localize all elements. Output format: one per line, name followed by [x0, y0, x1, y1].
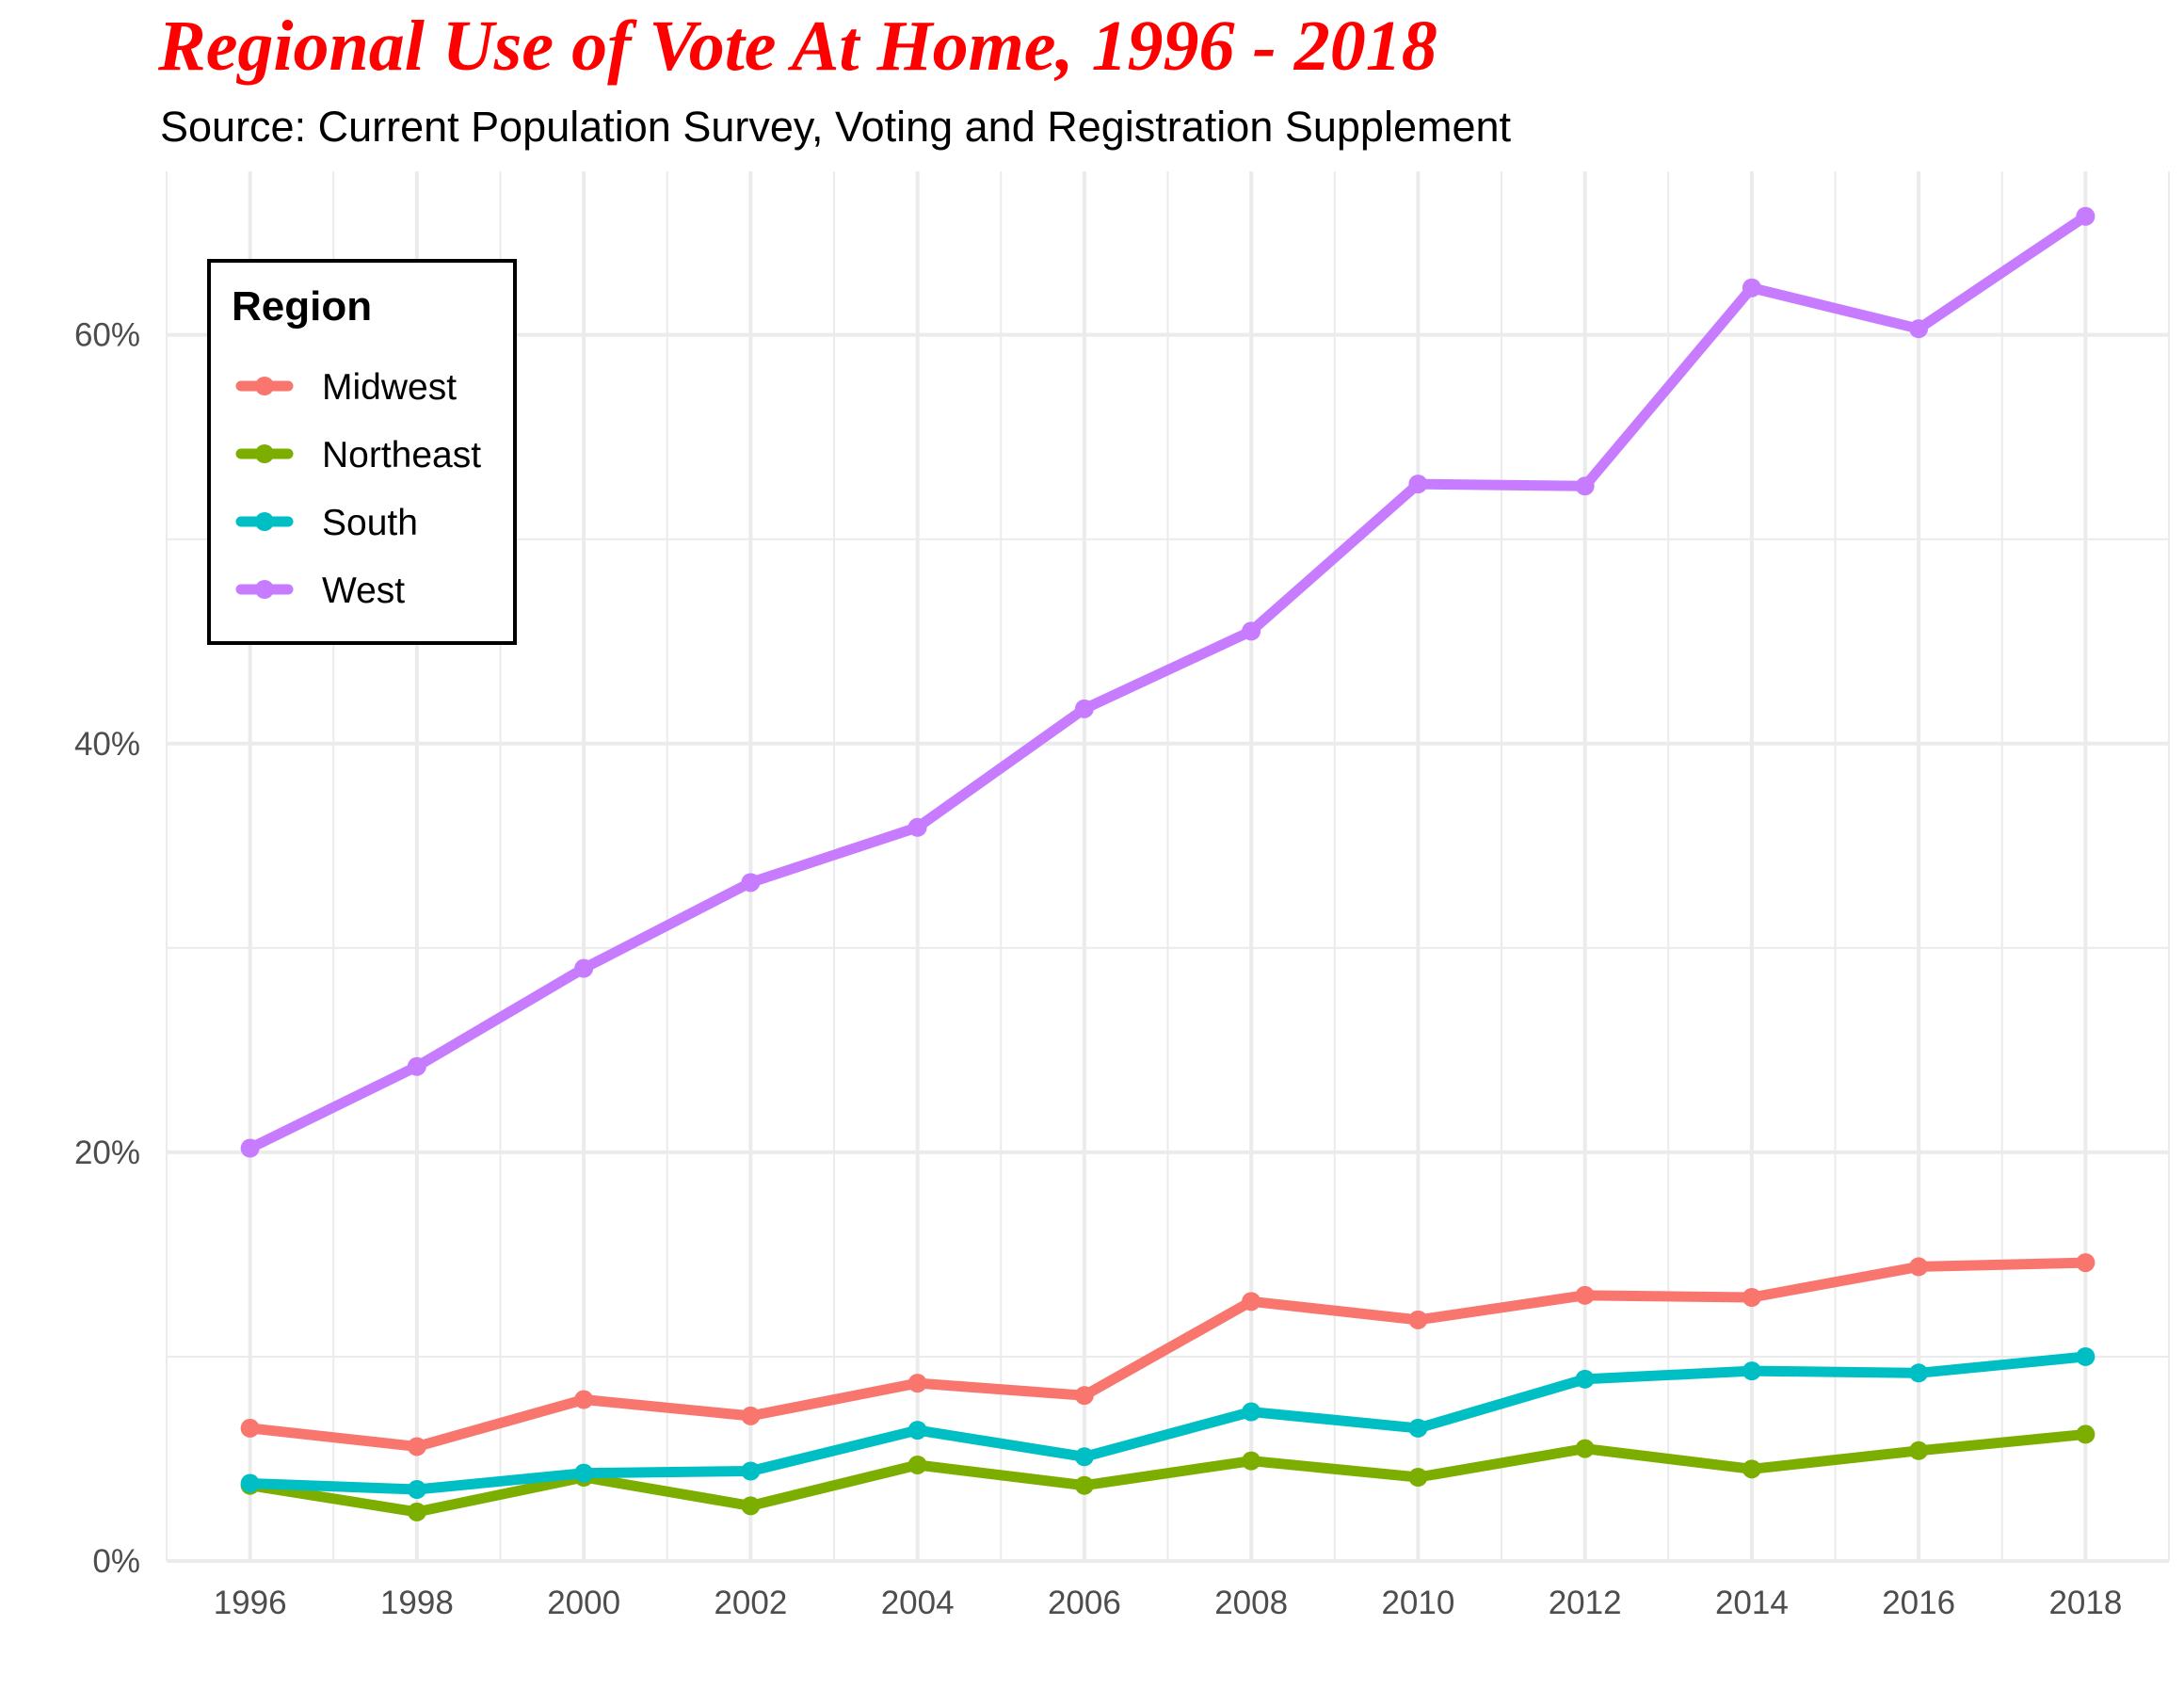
chart-subtitle: Source: Current Population Survey, Votin… — [160, 103, 1512, 151]
data-point-west — [741, 873, 761, 893]
data-point-south — [907, 1421, 927, 1441]
y-axis-ticks: 0% 20% 40% 60% — [74, 317, 140, 1580]
data-point-south — [407, 1480, 426, 1500]
y-tick-label: 0% — [92, 1543, 140, 1580]
data-point-midwest — [907, 1374, 927, 1393]
data-point-south — [1742, 1361, 1761, 1381]
x-axis-ticks: 1996 1998 2000 2002 2004 2006 2008 2010 2012 2014… — [214, 1585, 2123, 1621]
data-point-midwest — [1074, 1386, 1094, 1406]
data-point-west — [1909, 319, 1929, 339]
data-point-midwest — [1742, 1287, 1761, 1307]
data-point-northeast — [1242, 1451, 1261, 1471]
data-point-south — [240, 1473, 260, 1493]
data-point-midwest — [240, 1418, 260, 1438]
data-point-south — [574, 1463, 594, 1483]
x-tick-label: 2008 — [1214, 1585, 1288, 1621]
y-tick-label: 60% — [74, 317, 140, 354]
series-midwest — [240, 1253, 2096, 1457]
data-point-midwest — [407, 1437, 426, 1457]
x-tick-label: 2012 — [1549, 1585, 1622, 1621]
data-point-midwest — [741, 1406, 761, 1425]
legend-title: Region — [232, 283, 372, 330]
x-tick-label: 2016 — [1882, 1585, 1955, 1621]
data-point-south — [1408, 1418, 1428, 1438]
data-point-west — [407, 1056, 426, 1076]
data-point-northeast — [1909, 1441, 1929, 1460]
data-point-midwest — [1242, 1292, 1261, 1312]
data-point-west — [1575, 476, 1595, 496]
data-point-northeast — [1575, 1439, 1595, 1458]
series-line-northeast — [245, 1428, 2091, 1518]
data-point-south — [741, 1461, 761, 1481]
data-point-northeast — [2076, 1424, 2096, 1444]
data-point-west — [574, 958, 594, 978]
data-point-west — [2076, 206, 2096, 226]
x-tick-label: 2010 — [1381, 1585, 1454, 1621]
data-point-midwest — [1909, 1257, 1929, 1277]
x-tick-label: 2006 — [1048, 1585, 1121, 1621]
data-point-northeast — [407, 1502, 426, 1521]
data-point-south — [1242, 1402, 1261, 1422]
data-point-south — [1909, 1363, 1929, 1383]
legend-item-west: West — [235, 571, 405, 611]
chart-title: Regional Use of Vote At Home, 1996 - 201… — [158, 7, 1437, 86]
series-west — [240, 206, 2096, 1158]
data-point-northeast — [1074, 1475, 1094, 1495]
data-point-midwest — [1408, 1310, 1428, 1329]
data-point-south — [1575, 1369, 1595, 1389]
data-point-west — [1074, 699, 1094, 718]
x-tick-label: 1998 — [380, 1585, 454, 1621]
data-point-west — [1742, 278, 1761, 298]
legend-label: South — [322, 503, 418, 543]
data-point-northeast — [1408, 1468, 1428, 1488]
series-line-south — [245, 1351, 2091, 1495]
data-point-northeast — [741, 1496, 761, 1516]
legend-key-point — [255, 580, 274, 599]
data-point-northeast — [1742, 1459, 1761, 1479]
legend-key-point — [255, 512, 274, 531]
legend-item-midwest: Midwest — [235, 367, 457, 408]
x-tick-label: 1996 — [214, 1585, 287, 1621]
data-point-west — [1408, 475, 1428, 494]
data-point-south — [1074, 1447, 1094, 1467]
legend-label: Midwest — [322, 367, 457, 408]
legend-label: Northeast — [322, 435, 481, 475]
legend-label: West — [322, 571, 405, 611]
y-tick-label: 20% — [74, 1135, 140, 1171]
data-point-south — [2076, 1346, 2096, 1366]
data-point-northeast — [907, 1455, 927, 1474]
data-point-west — [1242, 621, 1261, 641]
legend-key-point — [255, 444, 274, 463]
x-tick-label: 2000 — [547, 1585, 620, 1621]
x-tick-label: 2002 — [714, 1585, 787, 1621]
legend: Region Midwest Northeast South West — [207, 259, 517, 645]
legend-item-northeast: Northeast — [235, 435, 481, 475]
series-line-midwest — [245, 1257, 2091, 1452]
data-point-midwest — [1575, 1285, 1595, 1305]
data-point-midwest — [574, 1390, 594, 1409]
x-tick-label: 2004 — [881, 1585, 955, 1621]
series-line-west — [245, 211, 2091, 1154]
series-south — [240, 1346, 2096, 1500]
data-point-west — [907, 817, 927, 837]
legend-key-point — [255, 377, 274, 395]
x-tick-label: 2018 — [2048, 1585, 2122, 1621]
legend-item-south: South — [235, 503, 418, 543]
data-point-midwest — [2076, 1253, 2096, 1273]
y-tick-label: 40% — [74, 726, 140, 763]
series-lines — [240, 206, 2096, 1521]
x-tick-label: 2014 — [1715, 1585, 1789, 1621]
data-point-west — [240, 1138, 260, 1158]
